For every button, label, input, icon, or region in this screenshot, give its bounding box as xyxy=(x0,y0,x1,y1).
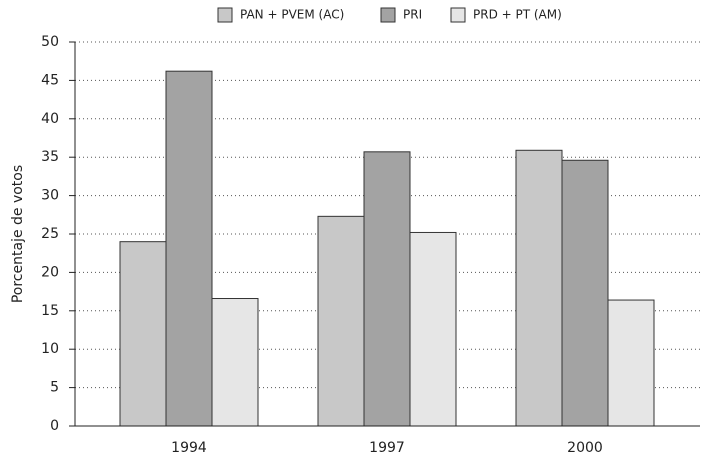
x-tick-label: 2000 xyxy=(567,440,603,456)
y-tick-label: 0 xyxy=(50,418,59,434)
y-tick-label: 30 xyxy=(41,188,59,204)
bar xyxy=(363,151,411,427)
legend-swatch xyxy=(450,7,466,23)
legend: PAN + PVEM (AC) PRI PRD + PT (AM) xyxy=(217,7,562,23)
legend-swatch xyxy=(380,7,396,23)
y-tick-label: 40 xyxy=(41,111,59,127)
y-tick-label: 45 xyxy=(41,72,59,88)
bar xyxy=(119,241,167,427)
legend-label: PRI xyxy=(403,8,422,22)
legend-label: PAN + PVEM (AC) xyxy=(240,8,344,22)
bar xyxy=(561,159,609,427)
x-tick-label: 1997 xyxy=(369,440,405,456)
legend-label: PRD + PT (AM) xyxy=(473,8,562,22)
x-tick-label: 1994 xyxy=(171,440,207,456)
y-tick-label: 25 xyxy=(41,226,59,242)
bar xyxy=(607,299,655,427)
bar xyxy=(409,231,457,427)
y-tick-label: 15 xyxy=(41,303,59,319)
bar xyxy=(165,70,213,427)
y-axis-label: Porcentaje de votos xyxy=(10,165,26,303)
y-tick-label: 10 xyxy=(41,341,59,357)
y-tick-label: 50 xyxy=(41,34,59,50)
bar xyxy=(211,298,259,427)
y-tick-label: 5 xyxy=(50,380,59,396)
bar xyxy=(317,215,365,427)
legend-swatch xyxy=(217,7,233,23)
y-tick-label: 35 xyxy=(41,149,59,165)
bar xyxy=(515,149,563,427)
y-tick-label: 20 xyxy=(41,264,59,280)
